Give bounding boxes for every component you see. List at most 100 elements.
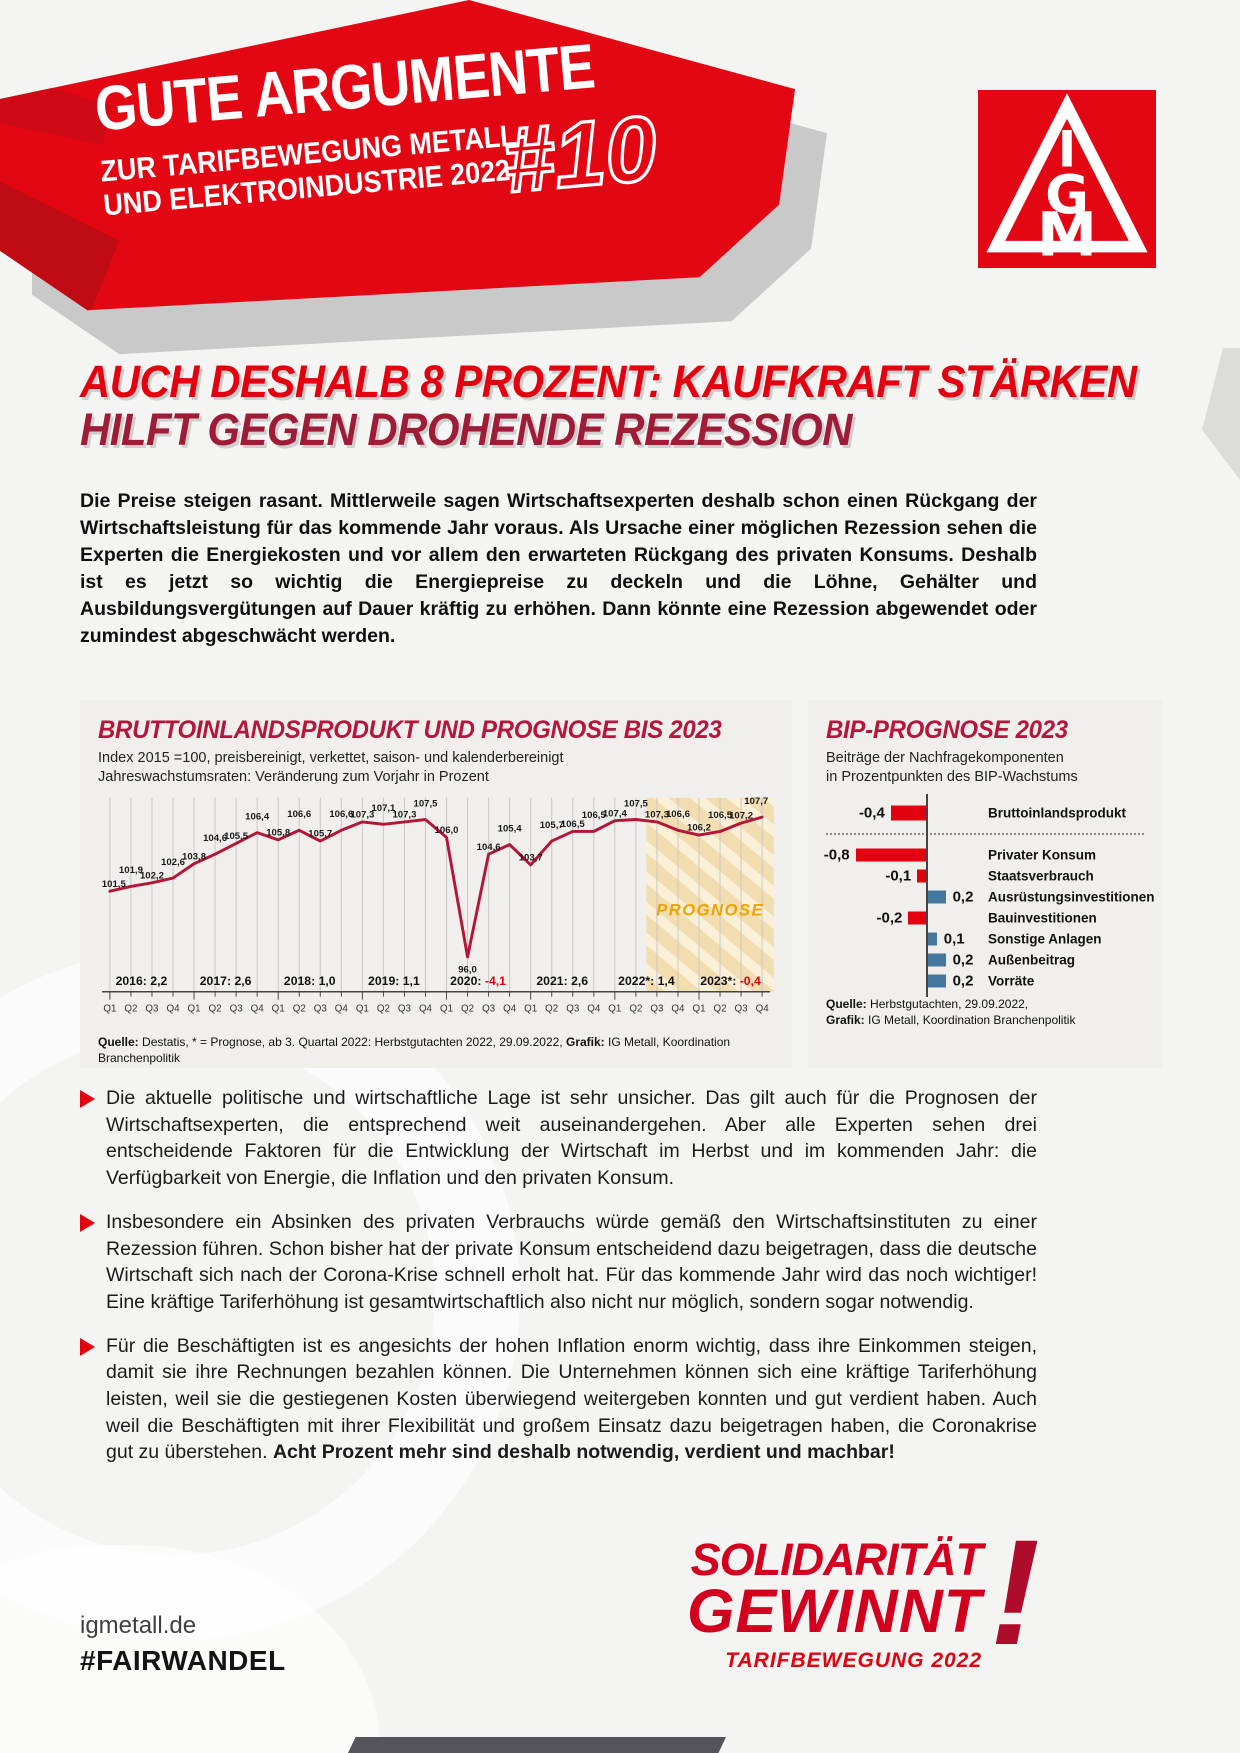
data-point-label: 106,6 <box>329 809 353 820</box>
bullet-text-body: Für die Beschäftigten ist es angesichts … <box>106 1334 1037 1464</box>
bullet-list: Die aktuelle politische und wirtschaftli… <box>80 1085 1037 1483</box>
logo-triangle <box>986 93 1148 253</box>
page-title-line1: AUCH DESHALB 8 PROZENT: KAUFKRAFT STÄRKE… <box>80 356 1137 407</box>
page-title: AUCH DESHALB 8 PROZENT: KAUFKRAFT STÄRKE… <box>80 356 1137 454</box>
prognose-label: PROGNOSE <box>656 900 764 919</box>
svg-text:Q4: Q4 <box>335 1003 349 1014</box>
bip-bar <box>928 974 946 988</box>
bip-value-label: 0,2 <box>952 972 974 990</box>
bip-category-label: Privater Konsum <box>988 847 1097 863</box>
bip-chart-panel: BIP-PROGNOSE 2023 Beiträge der Nachfrage… <box>808 700 1162 1068</box>
bip-row: -0,1 Staatsverbrauch <box>826 865 1144 886</box>
data-point-label: 106,6 <box>666 809 690 820</box>
year-growth-label: 2021: 2,6 <box>536 974 588 988</box>
data-point-label: 106,5 <box>582 810 607 821</box>
data-point-label: 101,5 <box>102 879 127 890</box>
bip-value-label: -0,1 <box>885 867 912 885</box>
gdp-chart-panel: BRUTTOINLANDSPRODUKT UND PROGNOSE BIS 20… <box>80 700 792 1068</box>
data-point-label: 102,2 <box>140 871 164 882</box>
prognose-band <box>646 797 774 992</box>
svg-text:Q1: Q1 <box>272 1003 285 1014</box>
solidarity-logo: SOLIDARITÄT GEWINNT TARIFBEWEGUNG 2022 ! <box>687 1508 1040 1676</box>
bip-value-label: -0,2 <box>876 909 903 927</box>
logo-letter-g: G <box>1045 163 1089 226</box>
year-growth-label: 2016: 2,2 <box>116 974 168 988</box>
data-point-label: 107,4 <box>603 808 628 819</box>
data-point-label: 106,5 <box>708 810 733 821</box>
data-point-label: 105,4 <box>498 823 523 834</box>
svg-text:Q1: Q1 <box>440 1003 453 1014</box>
data-point-label: 107,1 <box>371 803 396 814</box>
bip-value-label: -0,4 <box>858 804 885 822</box>
bip-bar <box>855 848 926 862</box>
list-item: Insbesondere ein Absinken des privaten V… <box>80 1209 1037 1316</box>
data-point-label: 105,7 <box>540 820 564 831</box>
bip-category-label: Sonstige Anlagen <box>988 931 1102 947</box>
bip-category-label: Bruttoinlandsprodukt <box>988 805 1126 821</box>
gdp-chart-subtitle-line1: Index 2015 =100, preisbereinigt, verkett… <box>98 750 564 766</box>
bip-value-label: 0,2 <box>952 951 974 969</box>
bip-value-label: -0,8 <box>823 846 850 864</box>
bip-row: -0,2 Bauinvestitionen <box>826 907 1144 928</box>
bip-bar <box>917 869 926 883</box>
bip-chart-subtitle: Beiträge der Nachfragekomponenten in Pro… <box>826 749 1144 786</box>
data-point-label: 105,5 <box>224 831 249 842</box>
bip-bar <box>908 911 926 925</box>
svg-text:Q1: Q1 <box>356 1003 369 1014</box>
svg-text:Q2: Q2 <box>377 1003 390 1014</box>
data-point-label: 107,3 <box>350 810 374 821</box>
bullet-text-body: Insbesondere ein Absinken des privaten V… <box>106 1210 1037 1313</box>
data-point-label: 106,0 <box>435 825 459 836</box>
bip-category-label: Vorräte <box>988 973 1035 989</box>
data-point-label: 105,7 <box>308 829 332 840</box>
bip-bar <box>890 805 926 821</box>
data-point-label: 107,5 <box>624 798 649 809</box>
data-point-label: 104,6 <box>477 842 501 853</box>
data-point-label: 102,6 <box>161 857 185 868</box>
year-growth-label: 2023*: -0,4 <box>700 974 761 988</box>
bip-category-label: Ausrüstungsinvestitionen <box>988 889 1155 905</box>
gdp-chart-subtitle: Index 2015 =100, preisbereinigt, verkett… <box>98 749 774 786</box>
svg-text:Q4: Q4 <box>671 1003 685 1014</box>
campaign-hashtag: #FAIRWANDEL <box>80 1645 286 1676</box>
logo-letter-i: I <box>1058 121 1077 179</box>
svg-text:Q4: Q4 <box>503 1003 517 1014</box>
data-point-label: 106,5 <box>561 819 586 830</box>
bip-chart-subtitle-line2: in Prozentpunkten des BIP-Wachstums <box>826 768 1078 785</box>
gdp-chart-subtitle-line2: Jahreswachstumsraten: Veränderung zum Vo… <box>98 768 489 785</box>
bip-value-label: 0,2 <box>952 888 974 906</box>
svg-text:Q2: Q2 <box>124 1003 137 1014</box>
svg-text:Q3: Q3 <box>735 1003 749 1014</box>
bip-chart-subtitle-line1: Beiträge der Nachfragekomponenten <box>826 750 1064 766</box>
data-point-label: 106,6 <box>287 809 311 820</box>
intro-paragraph: Die Preise steigen rasant. Mittlerweile … <box>80 489 1037 647</box>
svg-text:Q3: Q3 <box>398 1003 412 1014</box>
bullet-arrow-icon <box>80 1213 95 1232</box>
year-growth-label: 2022*: 1,4 <box>618 974 675 988</box>
gray-corner-wedge <box>1202 348 1240 480</box>
svg-text:Q4: Q4 <box>756 1003 770 1014</box>
bip-bar <box>928 932 937 946</box>
ig-metall-logo-icon: I G M <box>986 93 1148 271</box>
svg-text:Q1: Q1 <box>692 1003 705 1014</box>
list-item: Die aktuelle politische und wirtschaftli… <box>80 1085 1037 1192</box>
bip-row: 0,2 Außenbeitrag <box>826 949 1144 970</box>
svg-text:Q2: Q2 <box>209 1003 222 1014</box>
gdp-line-chart: PROGNOSE 2016: 2,2 2017: 2,6 2018: 1,0 2019:… <box>102 796 774 1014</box>
bip-source-line1: Quelle: Herbstgutachten, 29.09.2022, <box>826 997 1144 1013</box>
svg-text:Q2: Q2 <box>461 1003 474 1014</box>
svg-text:Q4: Q4 <box>587 1003 601 1014</box>
svg-text:Q1: Q1 <box>103 1003 116 1014</box>
bullet-text-bold: Acht Prozent mehr sind deshalb notwendig… <box>272 1441 895 1464</box>
bip-chart-title: BIP-PROGNOSE 2023 <box>826 716 1068 744</box>
solidarity-line1: SOLIDARITÄT <box>690 1534 983 1585</box>
data-point-label: 103,8 <box>182 851 207 862</box>
svg-text:Q4: Q4 <box>166 1003 180 1014</box>
bip-source-quelle-label: Quelle: <box>826 997 867 1012</box>
data-point-label: 107,3 <box>392 810 416 821</box>
bip-category-label: Außenbeitrag <box>988 952 1076 968</box>
exclamation-mark: ! <box>990 1508 1040 1676</box>
svg-text:Q3: Q3 <box>566 1003 580 1014</box>
svg-text:Q2: Q2 <box>629 1003 642 1014</box>
data-point-label: 105,8 <box>266 828 291 839</box>
